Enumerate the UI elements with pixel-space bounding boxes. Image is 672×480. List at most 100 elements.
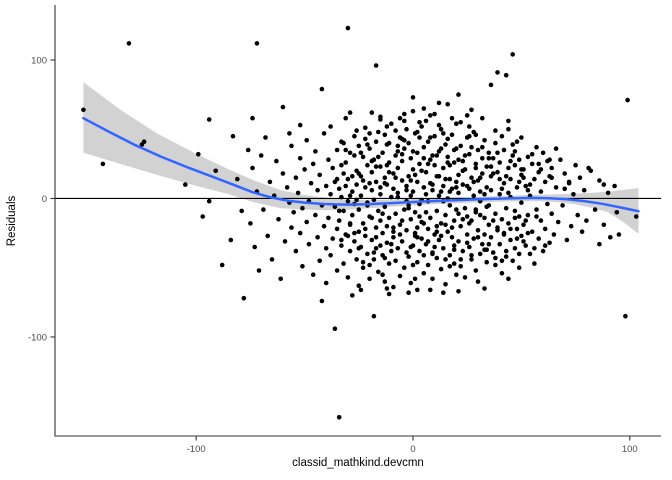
data-point — [551, 232, 557, 237]
data-point — [386, 291, 392, 297]
data-point — [352, 239, 357, 244]
data-point — [484, 164, 490, 169]
data-point — [352, 133, 357, 139]
data-point — [393, 153, 398, 158]
data-point — [434, 208, 440, 214]
data-point — [499, 186, 505, 192]
data-point — [467, 221, 472, 226]
data-point — [534, 144, 539, 150]
data-point — [304, 219, 310, 225]
data-point — [393, 258, 398, 264]
data-point — [410, 262, 416, 268]
data-point — [404, 126, 409, 132]
data-point — [443, 142, 448, 147]
data-point — [352, 230, 357, 236]
data-point — [480, 171, 485, 176]
data-point — [605, 190, 611, 196]
data-point — [597, 178, 602, 183]
data-point — [553, 146, 559, 151]
data-point — [514, 236, 520, 241]
data-point — [449, 132, 455, 138]
data-point — [506, 221, 511, 226]
data-point — [100, 161, 106, 167]
data-point — [196, 151, 201, 157]
data-point — [332, 204, 338, 210]
data-point — [402, 207, 407, 212]
data-point — [397, 222, 403, 228]
data-point — [536, 161, 541, 167]
data-point — [341, 140, 346, 146]
y-tick-label: -100 — [28, 332, 47, 343]
data-point — [408, 217, 414, 222]
data-point — [384, 223, 390, 229]
data-point — [200, 214, 205, 219]
data-point — [360, 221, 366, 226]
data-point — [566, 180, 572, 186]
data-point — [282, 239, 288, 244]
scatter-points-layer — [81, 25, 639, 420]
data-point — [443, 176, 448, 182]
data-point — [428, 135, 433, 140]
data-point — [473, 207, 479, 212]
smooth-line-layer — [82, 116, 640, 213]
data-point — [625, 97, 630, 103]
data-point — [447, 253, 453, 258]
data-point — [445, 102, 451, 107]
data-point — [219, 262, 225, 268]
data-point — [451, 261, 457, 266]
data-point — [467, 124, 472, 129]
data-point — [367, 180, 372, 186]
data-point — [397, 232, 403, 237]
data-point — [447, 203, 453, 208]
data-point — [380, 230, 385, 236]
data-point — [376, 208, 381, 214]
data-point — [297, 122, 303, 128]
data-point — [506, 126, 511, 132]
data-point — [469, 107, 474, 113]
data-point — [352, 153, 357, 158]
data-point — [328, 253, 333, 258]
data-point — [421, 185, 427, 190]
data-point — [347, 221, 353, 226]
data-point — [497, 241, 503, 247]
data-point — [482, 247, 487, 252]
data-point — [410, 95, 416, 100]
data-point — [363, 226, 368, 232]
data-point — [438, 266, 444, 272]
data-point — [297, 230, 303, 236]
data-point — [434, 255, 440, 261]
data-point — [412, 276, 418, 282]
data-point — [456, 239, 461, 244]
data-point — [423, 192, 429, 197]
data-point — [365, 251, 370, 257]
data-point — [460, 168, 466, 174]
data-point — [467, 151, 472, 157]
data-point — [436, 193, 442, 198]
data-point — [421, 156, 427, 161]
data-point — [386, 169, 392, 175]
data-point — [343, 115, 349, 121]
data-point — [397, 115, 403, 121]
data-point — [534, 214, 539, 219]
data-point — [451, 160, 457, 165]
data-point — [462, 275, 468, 280]
data-point — [501, 180, 507, 186]
data-point — [81, 107, 86, 113]
data-point — [389, 248, 394, 254]
data-point — [402, 265, 407, 271]
data-point — [451, 218, 457, 223]
data-point — [369, 237, 375, 243]
data-point — [391, 229, 396, 234]
data-point — [408, 178, 414, 183]
data-point — [367, 276, 372, 282]
data-point — [514, 185, 520, 190]
x-tick-label: -100 — [187, 444, 206, 455]
data-point — [430, 276, 435, 282]
data-point — [473, 268, 479, 273]
data-point — [371, 313, 377, 319]
data-point — [601, 222, 607, 228]
data-point — [499, 133, 505, 139]
data-point — [456, 172, 461, 178]
data-point — [395, 190, 401, 196]
data-point — [469, 257, 474, 262]
